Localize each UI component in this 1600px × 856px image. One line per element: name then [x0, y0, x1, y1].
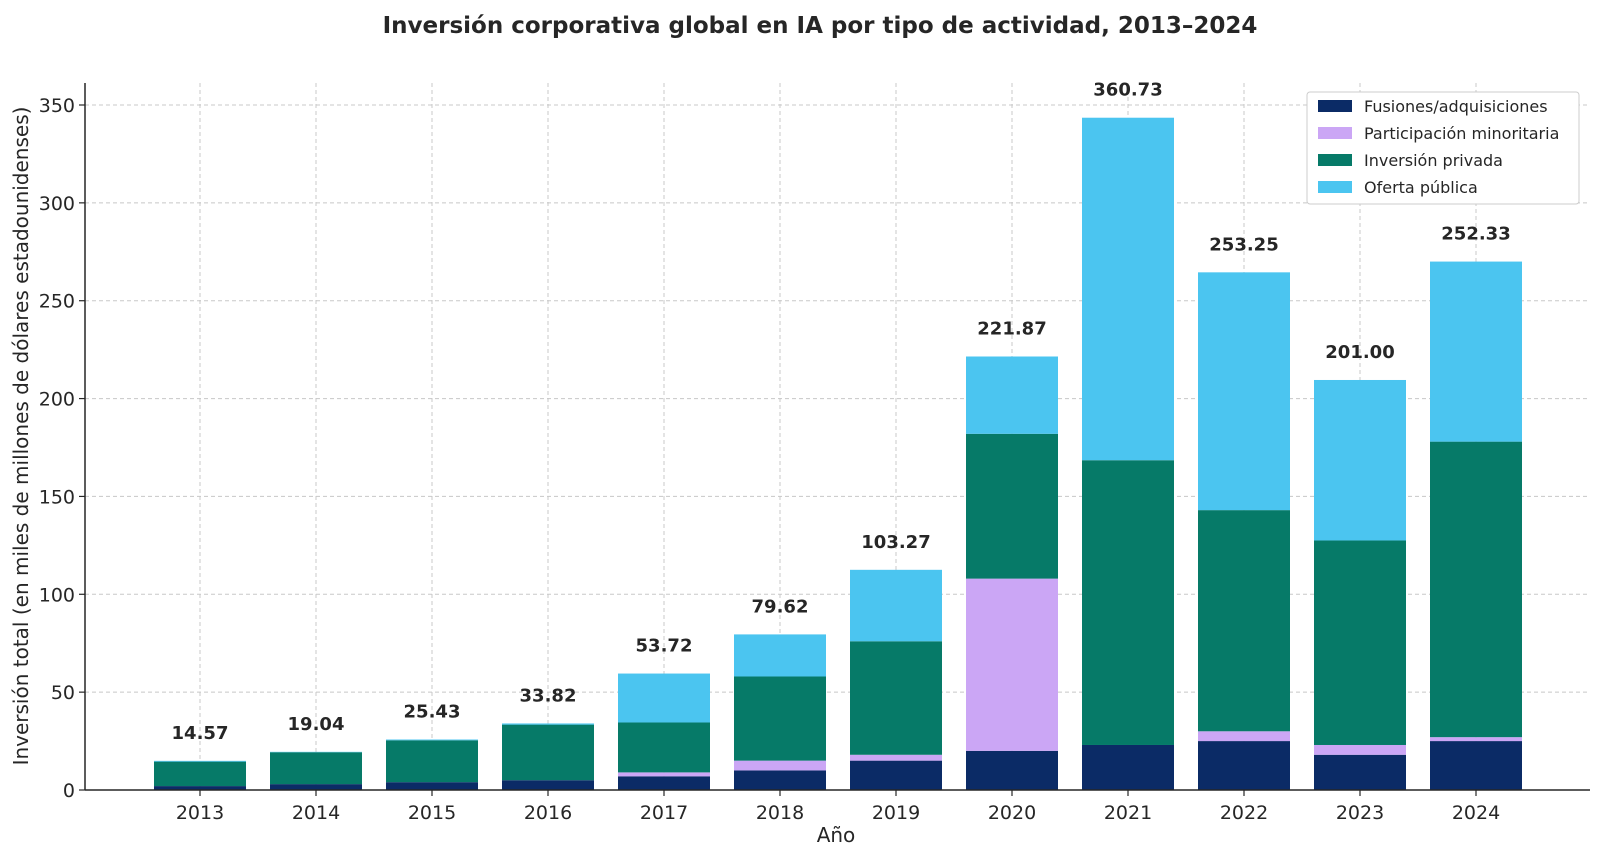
bar-segment-fusiones-adquisiciones-2016 [502, 780, 594, 790]
bar-segment-oferta-publica-2016 [502, 723, 594, 725]
y-tick-label: 250 [39, 291, 75, 313]
bar-segment-inversion-privada-2017 [618, 722, 710, 773]
bar-segment-inversion-privada-2014 [270, 752, 362, 785]
y-tick-label: 100 [39, 584, 75, 606]
bar-segment-inversion-privada-2021 [1082, 460, 1174, 745]
bar-segment-inversion-privada-2020 [966, 433, 1058, 579]
bar-segment-fusiones-adquisiciones-2014 [270, 784, 362, 790]
total-label-2016: 33.82 [520, 685, 577, 706]
bar-segment-oferta-publica-2013 [154, 760, 246, 762]
bar-segment-fusiones-adquisiciones-2013 [154, 786, 246, 790]
x-tick-label: 2014 [292, 802, 340, 824]
x-tick-label: 2019 [872, 802, 920, 824]
bar-segment-oferta-publica-2019 [850, 569, 942, 642]
bar-segment-oferta-publica-2020 [966, 356, 1058, 434]
bar-segment-oferta-publica-2021 [1082, 117, 1174, 461]
bar-segment-fusiones-adquisiciones-2018 [734, 770, 826, 790]
bars [154, 117, 1522, 790]
bar-segment-inversion-privada-2018 [734, 676, 826, 761]
bar-segment-participacion-minoritaria-2018 [734, 760, 826, 771]
x-axis-label: Año [817, 823, 856, 847]
legend-frame [1306, 91, 1580, 205]
total-label-2020: 221.87 [977, 318, 1046, 339]
legend-swatch [1318, 127, 1352, 139]
total-label-2024: 252.33 [1441, 224, 1510, 245]
total-label-2023: 201.00 [1325, 342, 1394, 363]
x-tick-label: 2021 [1104, 802, 1152, 824]
total-label-2019: 103.27 [861, 532, 930, 553]
y-ticks: 0 50 100 150 200 250 300 350 [39, 95, 85, 802]
bar-segment-inversion-privada-2019 [850, 641, 942, 755]
total-label-2014: 19.04 [288, 714, 345, 735]
x-tick-label: 2016 [524, 802, 572, 824]
bar-segment-participacion-minoritaria-2019 [850, 754, 942, 761]
x-tick-label: 2024 [1452, 802, 1500, 824]
bar-segment-participacion-minoritaria-2017 [618, 772, 710, 777]
legend-label: Participación minoritaria [1364, 124, 1559, 143]
bar-segment-participacion-minoritaria-2022 [1198, 731, 1290, 742]
bar-segment-oferta-publica-2017 [618, 673, 710, 723]
total-label-2015: 25.43 [404, 702, 461, 723]
bar-segment-inversion-privada-2023 [1314, 540, 1406, 745]
legend-label: Oferta pública [1364, 178, 1478, 197]
chart-title: Inversión corporativa global en IA por t… [383, 13, 1258, 39]
y-tick-label: 0 [63, 780, 75, 802]
x-tick-label: 2018 [756, 802, 804, 824]
total-label-2018: 79.62 [752, 596, 809, 617]
y-axis-label: Inversión total (en miles de millones de… [9, 107, 33, 766]
bar-segment-oferta-publica-2022 [1198, 272, 1290, 511]
legend-swatch [1318, 100, 1352, 112]
x-tick-label: 2020 [988, 802, 1036, 824]
bar-segment-fusiones-adquisiciones-2023 [1314, 754, 1406, 790]
bar-segment-oferta-publica-2015 [386, 739, 478, 741]
x-tick-label: 2013 [176, 802, 224, 824]
total-labels: 14.57 19.04 25.43 33.82 53.72 79.62 103.27 221.… [172, 80, 1511, 744]
bar-segment-inversion-privada-2024 [1430, 441, 1522, 738]
legend-items: Fusiones/adquisiciones Participación mino… [1318, 97, 1559, 197]
legend: Fusiones/adquisiciones Participación mino… [1306, 91, 1580, 205]
bar-segment-fusiones-adquisiciones-2022 [1198, 741, 1290, 790]
bar-segment-participacion-minoritaria-2024 [1430, 737, 1522, 742]
total-label-2022: 253.25 [1209, 234, 1278, 255]
x-tick-label: 2022 [1220, 802, 1268, 824]
legend-label: Inversión privada [1364, 151, 1503, 170]
x-ticks: 2013 2014 2015 2016 2017 2018 2019 2020 2021 2022… [176, 790, 1500, 824]
bar-segment-oferta-publica-2024 [1430, 261, 1522, 442]
x-tick-label: 2023 [1336, 802, 1384, 824]
bar-segment-inversion-privada-2022 [1198, 510, 1290, 732]
axes [84, 83, 1590, 791]
bar-segment-inversion-privada-2013 [154, 761, 246, 787]
bar-segment-fusiones-adquisiciones-2021 [1082, 744, 1174, 790]
bar-segment-oferta-publica-2023 [1314, 379, 1406, 541]
bar-segment-participacion-minoritaria-2023 [1314, 744, 1406, 755]
bar-segment-inversion-privada-2015 [386, 740, 478, 783]
bar-segment-fusiones-adquisiciones-2015 [386, 782, 478, 790]
legend-label: Fusiones/adquisiciones [1364, 97, 1548, 116]
total-label-2021: 360.73 [1093, 80, 1162, 101]
legend-swatch [1318, 154, 1352, 166]
y-tick-label: 200 [39, 389, 75, 411]
y-tick-label: 350 [39, 95, 75, 117]
total-label-2017: 53.72 [636, 636, 693, 657]
bar-segment-participacion-minoritaria-2020 [966, 578, 1058, 751]
x-tick-label: 2015 [408, 802, 456, 824]
bar-segment-fusiones-adquisiciones-2017 [618, 776, 710, 790]
bar-segment-fusiones-adquisiciones-2024 [1430, 741, 1522, 790]
total-label-2013: 14.57 [172, 723, 229, 744]
bar-segment-fusiones-adquisiciones-2020 [966, 750, 1058, 790]
bar-segment-fusiones-adquisiciones-2019 [850, 760, 942, 790]
y-tick-label: 150 [39, 486, 75, 508]
legend-swatch [1318, 181, 1352, 193]
x-tick-label: 2017 [640, 802, 688, 824]
y-tick-label: 50 [51, 682, 75, 704]
bar-segment-inversion-privada-2016 [502, 724, 594, 781]
y-tick-label: 300 [39, 193, 75, 215]
bar-segment-oferta-publica-2018 [734, 634, 826, 677]
